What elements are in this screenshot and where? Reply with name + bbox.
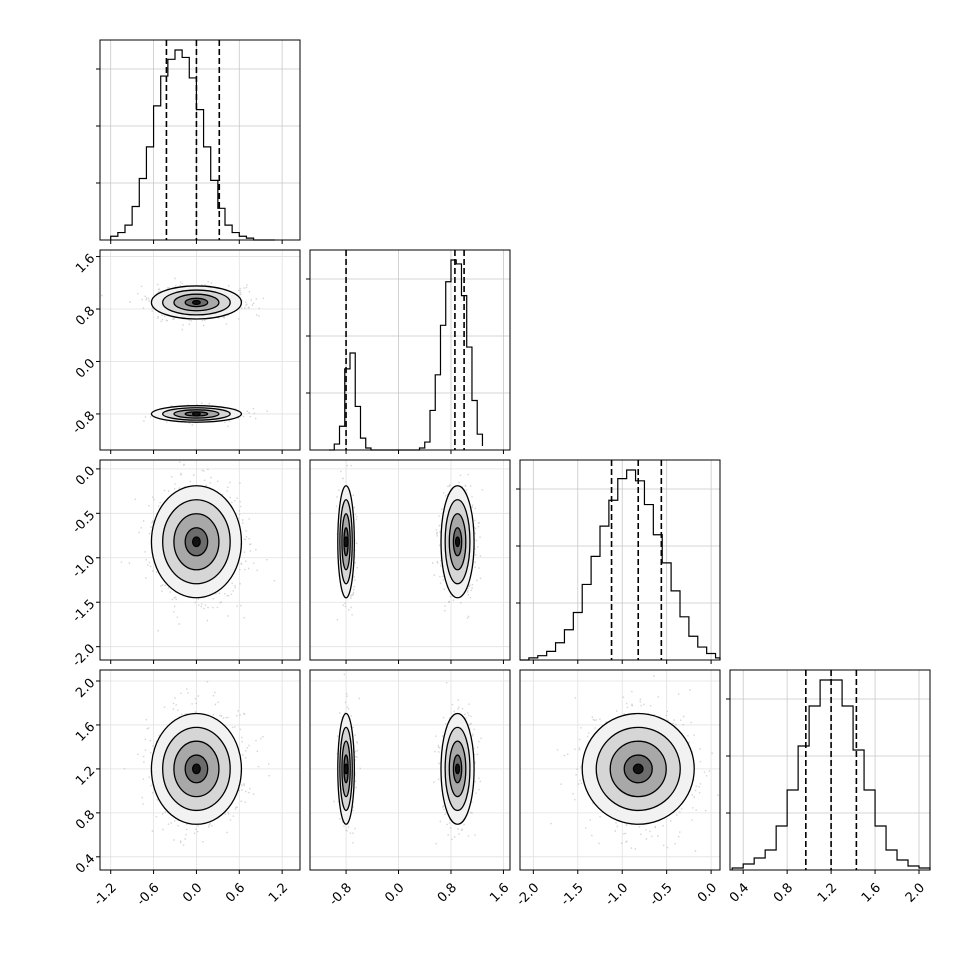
- y-tick-label: -0.8: [70, 409, 99, 438]
- panel-frame: [99, 249, 301, 451]
- density-peak: [632, 763, 644, 775]
- density-peak: [343, 536, 349, 548]
- x-tick-label: 0.6: [223, 880, 248, 905]
- density-panel-1-3: [99, 459, 301, 661]
- marginal-panel-3: [516, 459, 721, 661]
- panel-content: [100, 250, 300, 450]
- density-peak: [191, 411, 201, 417]
- x-tick-label: 2.0: [903, 880, 928, 905]
- x-tick-label: 0.8: [435, 880, 460, 905]
- x-tick-label: 1.2: [266, 880, 291, 905]
- x-tick-label: 1.6: [859, 880, 884, 905]
- panel-frame: [309, 459, 511, 661]
- y-tick-label: -2.0: [70, 641, 99, 670]
- x-tick-label: 1.6: [487, 880, 512, 905]
- y-tick-label: 0.0: [73, 356, 98, 381]
- y-tick-label: 2.0: [73, 676, 98, 701]
- y-tick-label: -1.0: [70, 552, 99, 581]
- x-tick-label: -1.0: [603, 880, 632, 909]
- panel-frame: [99, 669, 301, 871]
- y-tick-label: 1.6: [73, 251, 98, 276]
- x-tick-label: -2.0: [514, 880, 543, 909]
- panel-frame: [729, 669, 931, 871]
- y-tick-label: 0.8: [73, 808, 98, 833]
- y-tick-label: 0.8: [73, 304, 98, 329]
- panel-content: [520, 670, 720, 870]
- x-tick-label: -0.6: [134, 880, 163, 909]
- y-tick-label: -1.5: [70, 597, 99, 626]
- histogram-3: [520, 469, 721, 661]
- panel-background: [520, 460, 720, 660]
- x-tick-label: -0.8: [327, 880, 356, 909]
- panel-frame: [309, 249, 511, 451]
- y-tick-label: 1.2: [73, 764, 98, 789]
- density-peak: [191, 763, 201, 775]
- panel-background: [100, 40, 300, 240]
- x-tick-label: 0.8: [771, 880, 796, 905]
- panel-frame: [309, 669, 511, 871]
- density-peak: [191, 299, 201, 306]
- marginal-panel-1: [96, 39, 301, 241]
- x-tick-label: -1.2: [91, 880, 120, 909]
- density-panel-3-4: [519, 669, 721, 871]
- y-tick-label: 0.4: [73, 852, 98, 877]
- marginal-panel-2: [306, 249, 511, 451]
- marginal-panel-4: [726, 669, 931, 871]
- density-panel-1-4: [99, 669, 301, 871]
- panel-background: [310, 250, 510, 450]
- x-tick-label: 0.4: [727, 880, 752, 905]
- panel-content: [310, 460, 510, 660]
- x-tick-label: -1.5: [558, 880, 587, 909]
- sample-points: [550, 675, 720, 852]
- density-panel-2-4: [309, 669, 511, 871]
- y-tick-label: 1.6: [73, 720, 98, 745]
- panel-content: [100, 460, 300, 660]
- y-tick-label: 0.0: [73, 464, 98, 489]
- density-peak: [454, 763, 461, 775]
- panel-content: [100, 670, 300, 870]
- x-tick-label: -0.5: [647, 880, 676, 909]
- x-tick-label: 0.0: [695, 880, 720, 905]
- x-tick-label: 0.0: [180, 880, 205, 905]
- density-peak: [454, 536, 461, 548]
- x-tick-label: 1.2: [815, 880, 840, 905]
- density-peak: [343, 763, 349, 775]
- density-peak: [191, 536, 201, 548]
- panel-frame: [519, 459, 721, 661]
- histogram-1: [110, 49, 275, 241]
- panel-background: [730, 670, 930, 870]
- panel-content: [310, 670, 510, 870]
- histogram-2: [329, 259, 484, 451]
- panel-frame: [519, 669, 721, 871]
- panel-frame: [99, 39, 301, 241]
- x-tick-label: 0.0: [382, 880, 407, 905]
- density-panel-1-2: [99, 249, 301, 451]
- y-tick-label: -0.5: [70, 508, 99, 537]
- panel-frame: [99, 459, 301, 661]
- density-panel-2-3: [309, 459, 511, 661]
